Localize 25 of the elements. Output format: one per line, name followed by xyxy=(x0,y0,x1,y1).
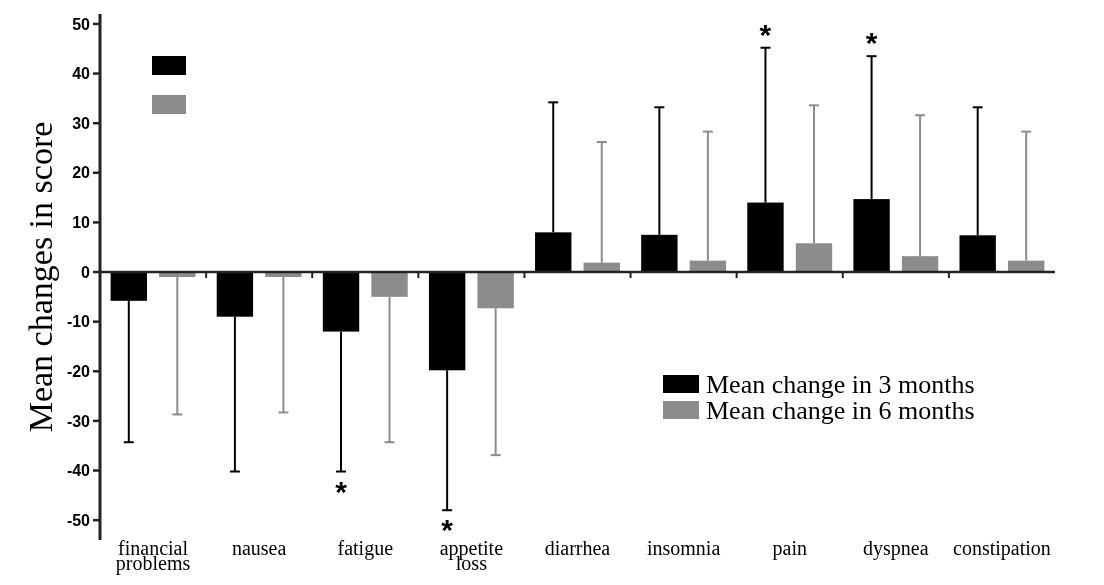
annotation: * xyxy=(865,26,878,60)
x-tick-label: appetite loss xyxy=(439,537,504,574)
y-tick-label: 50 xyxy=(72,15,91,33)
x-tick-label: dyspnea xyxy=(863,537,929,560)
x-tick-label: diarrhea xyxy=(544,537,611,559)
legend-label: Mean change in 3 months xyxy=(706,370,975,400)
y-tick-label: -10 xyxy=(66,313,91,331)
annotation: * xyxy=(759,17,772,51)
y-tick-label: 30 xyxy=(72,114,91,132)
y-tick-label: -20 xyxy=(66,362,91,380)
x-tick-label: constipation xyxy=(953,537,1051,560)
y-tick-label: 20 xyxy=(72,164,91,182)
y-tick-label: -50 xyxy=(66,511,91,529)
x-tick-label: insomnia xyxy=(646,537,721,559)
y-tick-label: -30 xyxy=(66,412,91,430)
x-tick-label: financial problems xyxy=(115,537,191,575)
y-tick-label: 10 xyxy=(72,214,91,232)
annotation: * xyxy=(335,474,348,508)
y-tick-label: 0 xyxy=(81,263,91,281)
y-tick-label: -40 xyxy=(66,462,91,480)
x-tick-label: nausea xyxy=(231,537,287,559)
x-tick-label: fatigue xyxy=(337,537,394,560)
y-axis-title: Mean changes in score xyxy=(22,121,59,433)
x-tick-label: pain xyxy=(772,537,807,560)
y-tick-label: 40 xyxy=(72,65,91,83)
